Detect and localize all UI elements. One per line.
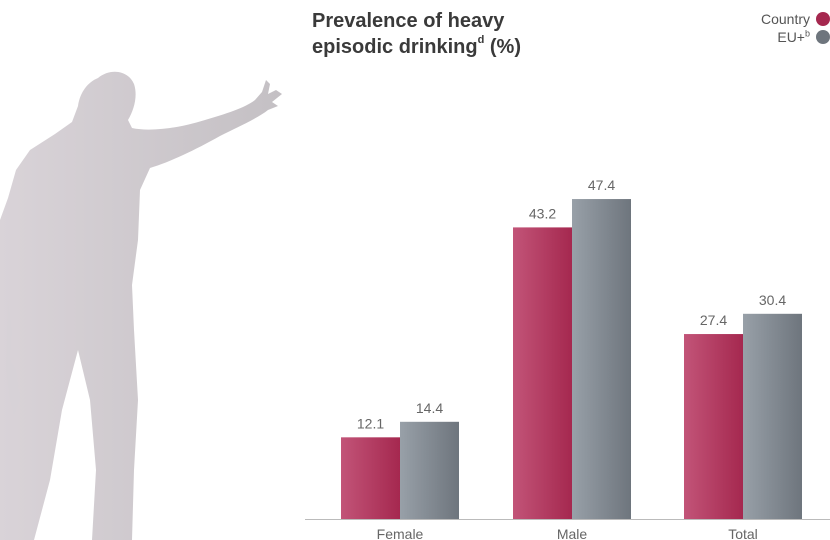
data-label-female-eu: 14.4 xyxy=(416,400,443,416)
x-tick-label-female: Female xyxy=(377,526,424,540)
chart-legend: Country EU+b xyxy=(761,10,830,46)
legend-swatch-eu xyxy=(816,30,830,44)
chart-title-line1: Prevalence of heavy xyxy=(312,10,505,32)
legend-label-eu-text: EU+ xyxy=(777,29,805,45)
silhouette-figure-icon xyxy=(0,71,282,540)
legend-item-country: Country xyxy=(761,10,830,28)
data-label-male-country: 43.2 xyxy=(529,205,556,221)
bar-male-country xyxy=(513,227,572,519)
data-label-total-country: 27.4 xyxy=(700,312,727,328)
data-label-male-eu: 47.4 xyxy=(588,177,615,193)
legend-item-eu: EU+b xyxy=(761,28,830,46)
bar-female-eu xyxy=(400,421,459,519)
legend-label-eu-footnote: b xyxy=(804,28,810,39)
chart-title: Prevalence of heavy episodic drinkingd (… xyxy=(312,8,521,60)
bar-female-country xyxy=(341,437,400,519)
legend-label-country: Country xyxy=(760,11,810,27)
bar-total-country xyxy=(684,334,743,519)
legend-label-eu: EU+b xyxy=(777,28,810,46)
data-label-female-country: 12.1 xyxy=(357,415,384,431)
chart-title-line2-main: episodic drinking xyxy=(312,36,478,58)
x-tick-label-male: Male xyxy=(557,526,588,540)
bar-total-eu xyxy=(743,313,802,519)
chart-title-unit: (%) xyxy=(484,36,521,58)
data-label-total-eu: 30.4 xyxy=(759,292,786,308)
x-tick-label-total: Total xyxy=(728,526,758,540)
bar-male-eu xyxy=(572,199,631,520)
chart-title-line2: episodic drinkingd (%) xyxy=(312,34,521,60)
legend-swatch-country xyxy=(816,12,830,26)
chart-title-footnote: d xyxy=(477,34,485,47)
